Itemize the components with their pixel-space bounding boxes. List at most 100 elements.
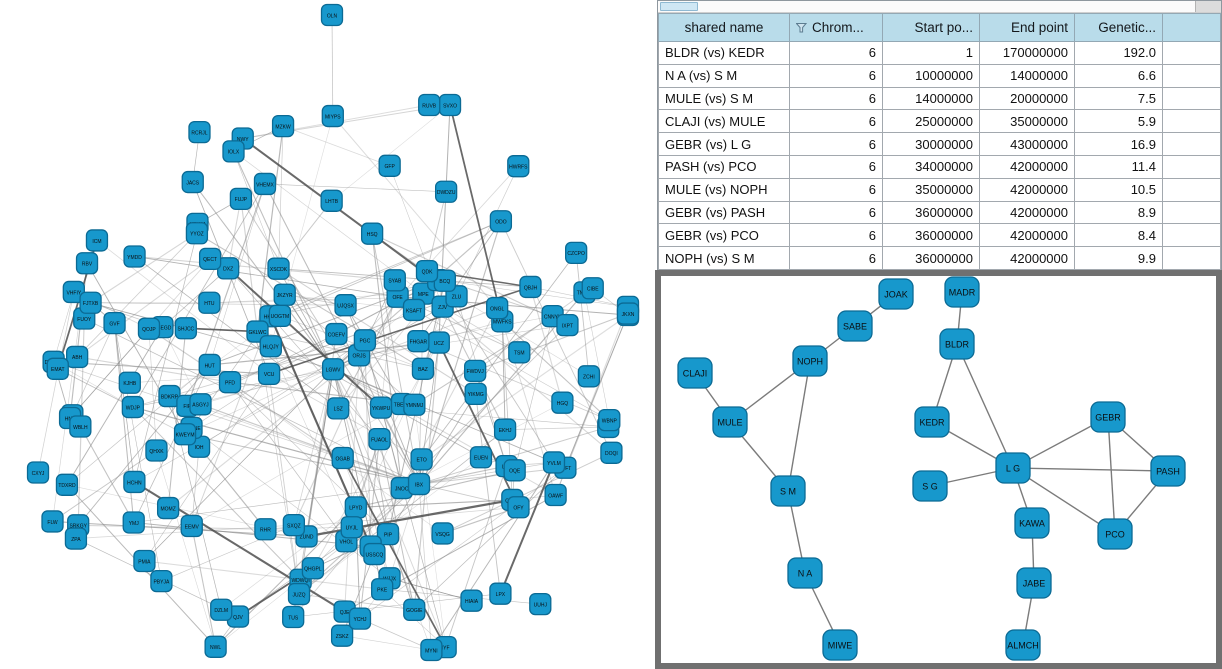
network-edge[interactable] — [191, 427, 390, 579]
node-shape[interactable] — [123, 245, 146, 268]
node-shape[interactable] — [837, 310, 873, 342]
network-node[interactable]: ABH — [66, 345, 89, 369]
table-row[interactable]: BLDR (vs) KEDR 6 1 170000000 192.0 — [658, 41, 1221, 65]
network-edge[interactable] — [185, 327, 258, 333]
network-edge[interactable] — [529, 286, 563, 403]
network-node[interactable]: RCRJL — [188, 120, 211, 144]
node-shape[interactable] — [66, 345, 89, 369]
network-edge[interactable] — [167, 354, 360, 509]
node-shape[interactable] — [330, 624, 354, 647]
node-shape[interactable] — [69, 415, 92, 438]
network-node[interactable]: HCHN — [123, 470, 146, 494]
node-shape[interactable] — [118, 371, 141, 394]
node-shape[interactable] — [402, 298, 426, 322]
network-node[interactable]: HGQ — [551, 391, 574, 414]
network-node[interactable]: UJQSX — [334, 294, 357, 317]
network-node[interactable]: TSM — [508, 341, 531, 364]
node-shape[interactable] — [939, 328, 975, 360]
network-node[interactable]: HSQ — [360, 222, 384, 245]
node-shape[interactable] — [581, 277, 604, 300]
network-edge[interactable] — [514, 316, 553, 471]
node-shape[interactable] — [137, 317, 161, 340]
network-node[interactable]: YCHJ — [348, 607, 372, 630]
node-shape[interactable] — [1150, 455, 1186, 487]
network-edge[interactable] — [191, 316, 271, 527]
network-node[interactable]: BLDR — [939, 328, 975, 360]
network-node[interactable]: SXQZ — [282, 513, 306, 537]
network-edge[interactable] — [456, 296, 590, 377]
network-node[interactable]: DZLM — [210, 598, 233, 621]
network-edge[interactable] — [52, 450, 157, 522]
network-edge[interactable] — [133, 364, 211, 523]
network-edge[interactable] — [1012, 467, 1169, 472]
node-shape[interactable] — [85, 229, 109, 252]
network-edge[interactable] — [418, 220, 502, 342]
network-edge[interactable] — [332, 368, 403, 489]
network-edge[interactable] — [422, 293, 612, 454]
node-shape[interactable] — [1014, 507, 1050, 539]
network-edge[interactable] — [227, 267, 382, 409]
node-shape[interactable] — [493, 418, 517, 441]
network-node[interactable]: EUEN — [469, 446, 493, 469]
network-edge[interactable] — [575, 252, 590, 377]
network-node[interactable]: IOLX — [222, 140, 245, 163]
network-edge[interactable] — [192, 181, 334, 370]
network-edge[interactable] — [134, 256, 339, 409]
column-header-chromosome[interactable]: Chrom... — [789, 13, 883, 42]
network-edge[interactable] — [413, 309, 610, 421]
node-shape[interactable] — [348, 607, 372, 630]
node-shape[interactable] — [185, 222, 209, 245]
node-shape[interactable] — [331, 446, 354, 470]
node-shape[interactable] — [273, 283, 296, 306]
network-node[interactable]: IXPT — [556, 314, 579, 337]
node-shape[interactable] — [320, 189, 343, 212]
node-shape[interactable] — [173, 423, 197, 446]
network-node[interactable]: JABE — [1016, 567, 1052, 599]
network-node[interactable]: BDKRP — [158, 384, 181, 408]
node-shape[interactable] — [204, 635, 227, 658]
network-node[interactable]: UYJL — [340, 516, 363, 539]
network-node[interactable]: GEBR — [1090, 401, 1126, 433]
network-edge[interactable] — [198, 446, 266, 530]
network-node[interactable]: WBNP — [598, 408, 621, 432]
network-node[interactable]: JOAK — [878, 278, 914, 310]
node-shape[interactable] — [282, 513, 306, 537]
network-edge[interactable] — [474, 291, 585, 372]
node-shape[interactable] — [434, 180, 458, 203]
node-shape[interactable] — [368, 427, 391, 451]
table-horizontal-scrollbar[interactable] — [658, 1, 1221, 13]
network-node[interactable]: RUVB — [418, 93, 441, 117]
network-edge[interactable] — [57, 368, 133, 408]
network-node[interactable]: QJV — [226, 605, 250, 628]
network-edge[interactable] — [215, 579, 301, 647]
table-row[interactable]: GEBR (vs) PASH 6 36000000 42000000 8.9 — [658, 200, 1221, 225]
network-edge[interactable] — [72, 328, 150, 416]
network-node[interactable]: OGAB — [331, 446, 354, 470]
table-row[interactable]: CLAJI (vs) MULE 6 25000000 35000000 5.9 — [658, 109, 1221, 134]
network-edge[interactable] — [229, 381, 347, 542]
table-row[interactable]: GEBR (vs) L G 6 30000000 43000000 16.9 — [658, 132, 1221, 156]
network-edge[interactable] — [200, 340, 419, 405]
network-edge[interactable] — [787, 360, 811, 492]
network-node[interactable]: PKE — [371, 578, 394, 601]
network-edge[interactable] — [499, 462, 555, 595]
network-edge[interactable] — [380, 407, 420, 485]
network-node[interactable]: GVF — [103, 311, 126, 335]
network-node[interactable]: USSCQ — [363, 542, 386, 566]
network-edge[interactable] — [414, 467, 566, 611]
node-shape[interactable] — [403, 598, 426, 621]
network-edge[interactable] — [76, 258, 211, 358]
node-shape[interactable] — [503, 459, 526, 482]
node-shape[interactable] — [770, 475, 806, 507]
network-edge[interactable] — [355, 438, 381, 508]
node-shape[interactable] — [55, 473, 79, 496]
network-edge[interactable] — [191, 446, 200, 527]
network-edge[interactable] — [430, 462, 555, 651]
network-edge[interactable] — [500, 221, 612, 453]
network-edge[interactable] — [257, 331, 482, 458]
column-header-shared-name[interactable]: shared name — [658, 13, 790, 42]
network-node[interactable]: FLW — [41, 510, 64, 533]
network-edge[interactable] — [279, 315, 424, 370]
network-node[interactable]: OLN — [320, 3, 344, 27]
node-shape[interactable] — [64, 527, 88, 550]
